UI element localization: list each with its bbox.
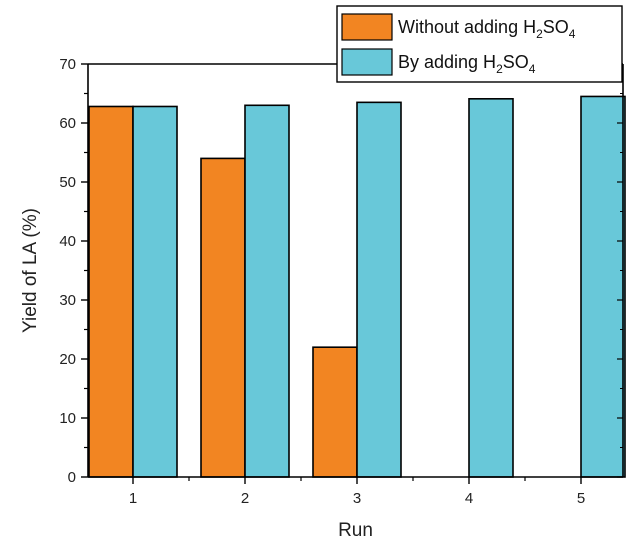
y-tick-label: 0 <box>68 469 76 486</box>
y-tick-label: 60 <box>59 115 76 132</box>
y-tick-label: 70 <box>59 56 76 73</box>
y-tick-label: 20 <box>59 351 76 368</box>
x-tick-label: 3 <box>353 490 361 507</box>
bar-series2-run3 <box>356 101 402 478</box>
bar-series1-run2 <box>200 157 246 478</box>
x-tick-label: 1 <box>129 490 137 507</box>
y-axis-title: Yield of LA (%) <box>20 208 41 333</box>
bar-series1-run1 <box>88 105 134 478</box>
x-tick-label: 5 <box>577 490 585 507</box>
x-tick-label: 2 <box>241 490 249 507</box>
bar-series2-run2 <box>244 104 290 478</box>
legend-swatch-without-h2so4 <box>341 13 393 41</box>
y-tick-label: 10 <box>59 410 76 427</box>
legend-label-with-h2so4: By adding H2SO4 <box>398 52 536 76</box>
bar-series1-run3 <box>312 346 358 478</box>
x-tick-group: 1 2 3 4 5 <box>129 477 585 507</box>
x-axis-title: Run <box>338 520 373 541</box>
legend-label-without-h2so4: Without adding H2SO4 <box>398 17 576 41</box>
bars-group <box>88 95 626 478</box>
y-tick-label: 50 <box>59 174 76 191</box>
bar-series2-run4 <box>468 98 514 478</box>
legend-swatch-with-h2so4 <box>341 48 393 76</box>
legend: Without adding H2SO4 By adding H2SO4 <box>336 5 623 83</box>
y-tick-group: 0 10 20 30 40 50 60 70 <box>59 56 623 486</box>
bar-series2-run5 <box>580 95 626 478</box>
x-tick-label: 4 <box>465 490 473 507</box>
bar-series2-run1 <box>132 105 178 478</box>
y-tick-label: 30 <box>59 292 76 309</box>
y-tick-label: 40 <box>59 233 76 250</box>
